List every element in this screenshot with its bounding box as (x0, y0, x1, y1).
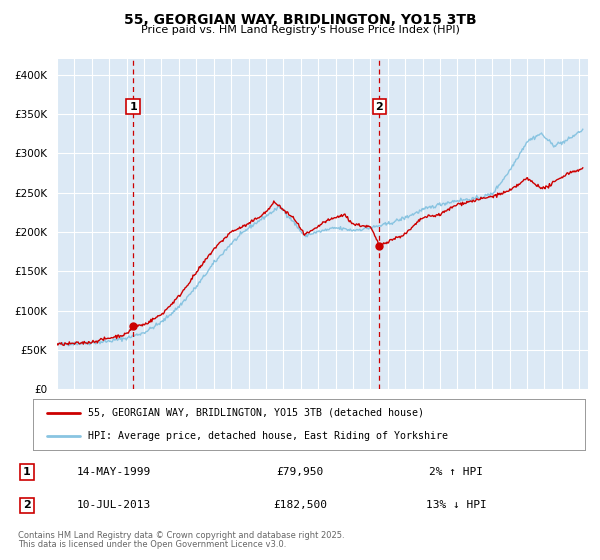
Text: £182,500: £182,500 (273, 501, 327, 510)
Text: Contains HM Land Registry data © Crown copyright and database right 2025.: Contains HM Land Registry data © Crown c… (18, 531, 344, 540)
Text: 2% ↑ HPI: 2% ↑ HPI (429, 467, 483, 477)
Text: 2: 2 (23, 501, 31, 510)
Text: HPI: Average price, detached house, East Riding of Yorkshire: HPI: Average price, detached house, East… (88, 431, 448, 441)
Text: This data is licensed under the Open Government Licence v3.0.: This data is licensed under the Open Gov… (18, 540, 286, 549)
Text: 55, GEORGIAN WAY, BRIDLINGTON, YO15 3TB (detached house): 55, GEORGIAN WAY, BRIDLINGTON, YO15 3TB … (88, 408, 424, 418)
Text: 13% ↓ HPI: 13% ↓ HPI (425, 501, 487, 510)
Text: £79,950: £79,950 (277, 467, 323, 477)
Text: 2: 2 (376, 102, 383, 111)
Text: 1: 1 (129, 102, 137, 111)
Text: 1: 1 (23, 467, 31, 477)
Text: 10-JUL-2013: 10-JUL-2013 (77, 501, 151, 510)
Text: Price paid vs. HM Land Registry's House Price Index (HPI): Price paid vs. HM Land Registry's House … (140, 25, 460, 35)
Text: 14-MAY-1999: 14-MAY-1999 (77, 467, 151, 477)
Text: 55, GEORGIAN WAY, BRIDLINGTON, YO15 3TB: 55, GEORGIAN WAY, BRIDLINGTON, YO15 3TB (124, 13, 476, 27)
